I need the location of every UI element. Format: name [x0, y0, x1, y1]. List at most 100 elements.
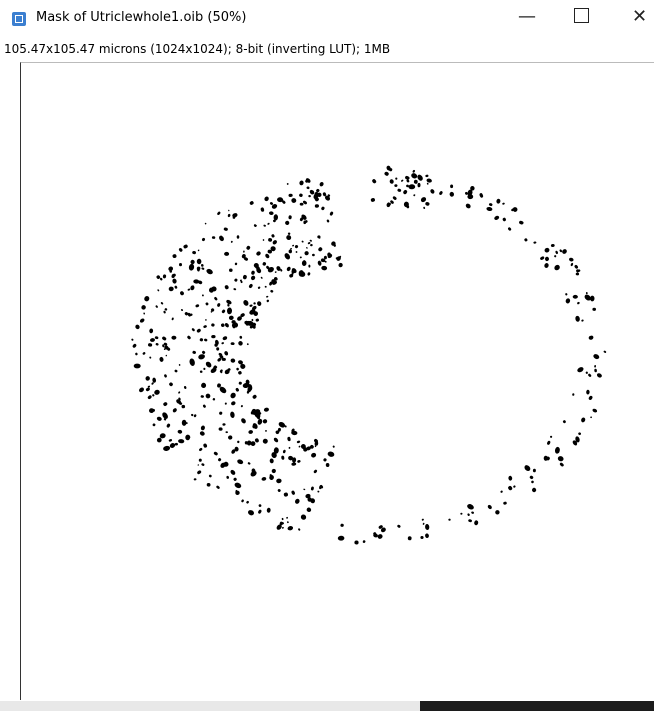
cell-spot — [237, 340, 243, 346]
cell-spot — [203, 325, 207, 329]
cell-spot — [270, 290, 274, 293]
cell-spot — [217, 458, 221, 462]
cell-spot — [224, 252, 229, 256]
cell-spot — [249, 304, 253, 307]
cell-spot — [494, 215, 500, 221]
minimize-button[interactable]: — — [518, 6, 536, 27]
cell-spot — [155, 343, 159, 346]
cell-spot — [205, 361, 213, 369]
cell-spot — [203, 443, 208, 448]
cell-spot — [275, 271, 277, 273]
cell-spot — [198, 353, 206, 360]
cell-spot — [143, 295, 150, 302]
cell-spot — [277, 488, 281, 492]
cell-spot — [231, 342, 235, 345]
cell-spot — [321, 206, 325, 211]
cell-spot — [531, 481, 534, 484]
image-info: 105.47x105.47 microns (1024x1024); 8-bit… — [4, 42, 390, 56]
window-title: Mask of Utriclewhole1.oib (50%) — [36, 10, 246, 25]
cell-spot — [197, 259, 202, 265]
cell-spot — [148, 386, 151, 388]
cell-spot — [596, 372, 603, 378]
cell-spot — [145, 387, 150, 392]
cell-spot — [297, 460, 301, 464]
cell-spot — [408, 536, 412, 540]
cell-spot — [199, 338, 203, 342]
cell-spot — [241, 499, 245, 503]
cell-spot — [590, 416, 592, 418]
cell-spot — [247, 343, 249, 345]
cell-spot — [533, 469, 536, 473]
cell-spot — [164, 348, 166, 350]
cell-spot — [309, 189, 315, 195]
cell-spot — [420, 536, 423, 539]
cell-spot — [559, 249, 562, 253]
cell-spot — [152, 423, 156, 427]
maximize-button[interactable] — [574, 8, 589, 23]
cell-spot — [507, 227, 511, 232]
cell-spot — [417, 183, 420, 187]
cell-spot — [230, 240, 233, 243]
cell-spot — [172, 407, 178, 413]
cell-spot — [230, 469, 237, 476]
cell-spot — [401, 179, 404, 182]
cell-spot — [299, 193, 303, 197]
cell-spot — [460, 513, 462, 515]
cell-spot — [221, 342, 224, 345]
cell-spot — [371, 178, 377, 184]
cell-spot — [287, 437, 291, 442]
cell-spot — [329, 211, 334, 216]
cell-spot — [251, 319, 253, 321]
cell-spot — [468, 519, 472, 523]
cell-spot — [228, 214, 231, 218]
cell-spot — [156, 416, 162, 421]
cell-spot — [392, 196, 397, 201]
cell-spot — [294, 498, 300, 505]
cell-spot — [135, 324, 141, 330]
scrollbar-track[interactable] — [0, 701, 420, 711]
cell-spot — [319, 181, 325, 187]
cell-spot — [449, 192, 454, 197]
cell-spot — [397, 524, 401, 528]
cell-spot — [540, 256, 545, 261]
cell-spot — [219, 427, 223, 431]
cell-spot — [502, 217, 506, 222]
cell-spot — [250, 275, 256, 281]
close-button[interactable]: ✕ — [632, 6, 647, 27]
cell-spot — [200, 370, 203, 373]
cell-spot — [193, 414, 196, 418]
cell-spot — [594, 365, 596, 368]
cell-spot — [272, 239, 278, 245]
cell-spot — [532, 488, 536, 492]
cell-spot — [298, 445, 301, 448]
cell-spot — [261, 477, 267, 482]
cell-spot — [287, 183, 289, 185]
cell-spot — [180, 291, 185, 296]
cell-spot — [295, 251, 297, 253]
cell-spot — [266, 299, 270, 303]
cell-spot — [496, 198, 501, 203]
cell-spot — [308, 195, 311, 197]
cell-spot — [529, 475, 534, 480]
cell-spot — [161, 336, 167, 341]
cell-spot — [269, 211, 274, 215]
cell-spot — [503, 501, 507, 505]
cell-spot — [218, 235, 225, 242]
cell-spot — [423, 207, 426, 210]
cell-spot — [577, 301, 581, 304]
cell-spot — [467, 513, 470, 516]
cell-spot — [276, 478, 282, 483]
image-window: Mask of Utriclewhole1.oib (50%) — ✕ 105.… — [0, 0, 654, 711]
cell-spot — [471, 511, 474, 514]
cell-spot — [243, 275, 248, 280]
cell-spot — [578, 432, 582, 436]
image-canvas — [20, 62, 654, 700]
cell-spot — [222, 336, 228, 341]
cell-spot — [386, 202, 391, 208]
cell-spot — [194, 478, 197, 480]
cell-spot — [586, 390, 590, 395]
cell-spot — [262, 418, 268, 424]
scrollbar-thumb[interactable] — [420, 701, 654, 711]
cell-spot — [430, 188, 436, 194]
cell-spot — [466, 503, 475, 511]
